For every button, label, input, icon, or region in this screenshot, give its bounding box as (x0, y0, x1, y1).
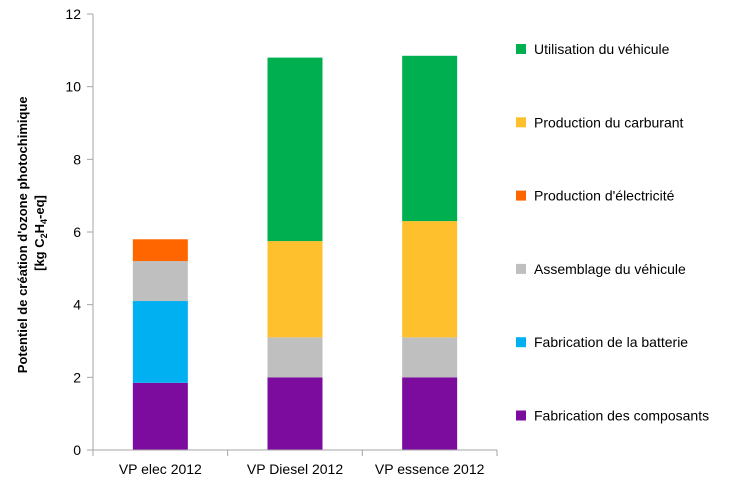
bar-segment (267, 377, 323, 450)
bar-segment (267, 241, 323, 338)
y-axis-title-line-2: [kg C2H4-eq] (32, 195, 49, 271)
y-tick-label: 10 (65, 79, 81, 95)
y-tick-label: 12 (65, 6, 81, 22)
x-tick-labels: VP elec 2012 VP Diesel 2012 VP essence 201… (92, 450, 498, 477)
legend-label: Production du carburant (534, 114, 684, 130)
bar-segment (402, 337, 458, 378)
y-tick-labels: 0 2 4 6 8 10 12 (65, 6, 93, 458)
legend-label: Utilisation du véhicule (534, 41, 670, 57)
bar-segment (402, 221, 458, 338)
legend-swatch (516, 410, 526, 421)
legend-swatch (516, 44, 526, 54)
legend-label: Production d'électricité (534, 188, 675, 204)
y-tick-label: 6 (73, 224, 81, 240)
y-tick-label: 8 (73, 151, 81, 167)
bar-segment (132, 239, 188, 262)
legend-swatch (516, 337, 526, 348)
legend-swatch (516, 190, 526, 201)
legend-swatch (516, 263, 526, 274)
legend-label: Fabrication des composants (534, 408, 709, 424)
bar-segment (132, 301, 188, 383)
legend-label: Fabrication de la batterie (534, 334, 688, 350)
y-tick-label: 2 (73, 369, 81, 385)
bar-segment (267, 57, 323, 242)
y-axis-title: Potentiel de création d'ozone photochimi… (15, 93, 49, 373)
x-tick-label: VP essence 2012 (375, 461, 485, 477)
bar-segment (132, 382, 188, 450)
x-tick-label: VP Diesel 2012 (247, 461, 343, 477)
legend-swatch (516, 117, 526, 128)
x-tick-label: VP elec 2012 (119, 461, 202, 477)
legend-label: Assemblage du véhicule (534, 261, 686, 277)
y-tick-label: 4 (73, 297, 81, 313)
bar-segment (402, 55, 458, 222)
y-tick-label: 0 (73, 442, 81, 458)
bar-segment (267, 337, 323, 378)
bar-segment (402, 377, 458, 450)
bars-layer (132, 55, 458, 450)
bar-segment (132, 261, 188, 302)
y-axis-title-line-1: Potentiel de création d'ozone photochimi… (15, 96, 30, 373)
legend: Utilisation du véhicule Production du car… (516, 41, 709, 424)
